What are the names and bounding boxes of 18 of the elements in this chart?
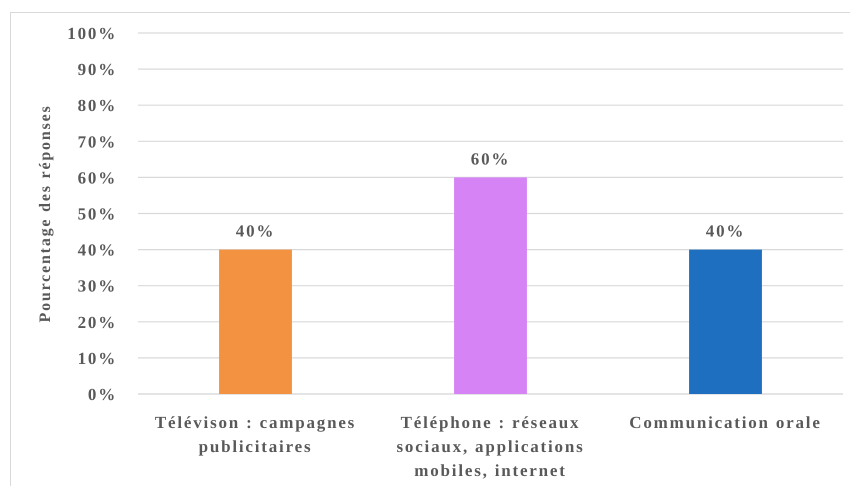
x-tick-label: Télévison : campagnes publicitaires [154, 413, 356, 456]
y-tick-label: 50% [78, 204, 117, 224]
data-label: 40% [706, 222, 746, 241]
y-tick-label: 90% [78, 60, 117, 80]
x-tick-label: Téléphone : réseaux sociaux, applications mobiles, internet [396, 413, 584, 480]
y-tick-label: 20% [78, 312, 117, 332]
y-tick-label: 80% [78, 96, 117, 116]
y-tick-label: 70% [78, 132, 117, 152]
y-tick-label: 60% [78, 168, 117, 188]
data-label: 60% [470, 149, 510, 168]
y-tick-label: 40% [78, 240, 117, 260]
data-label: 40% [236, 222, 276, 241]
y-tick-label: 10% [78, 348, 117, 368]
y-tick-label: 30% [78, 276, 117, 296]
y-tick-label: 100% [67, 24, 117, 43]
y-tick-label: 0% [88, 384, 117, 404]
y-axis-title: Pourcentage des réponses [37, 104, 54, 322]
x-tick-label: Communication orale [629, 413, 822, 432]
